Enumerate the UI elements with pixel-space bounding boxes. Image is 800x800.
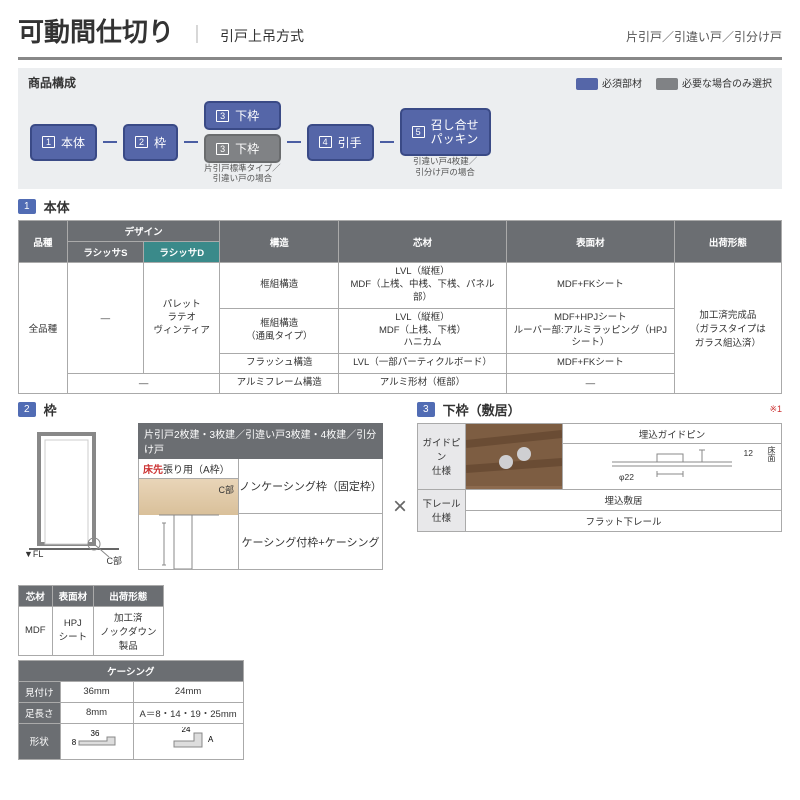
cell-surf-4: ―	[506, 374, 674, 394]
cell-struct-2: 框組構造 （通風タイプ）	[220, 308, 339, 353]
frame-opt-noncasing: ノンケーシング枠（固定枠）	[239, 459, 382, 515]
col-design-a: ラシッサS	[67, 242, 143, 263]
page-title-right: 片引戸／引違い戸／引分け戸	[626, 28, 782, 45]
col-struct: 構造	[220, 221, 339, 263]
flow-connector	[380, 141, 394, 143]
svg-text:36: 36	[90, 729, 99, 738]
cell-core-2: LVL（縦框） MDF（上桟、下桟） ハニカム	[339, 308, 507, 353]
svg-text:A: A	[208, 735, 214, 744]
section-chip-2: 2	[18, 402, 36, 417]
title-divider: ｜	[188, 21, 206, 47]
cell-core-3: LVL（一部パーティクルボード）	[339, 354, 507, 374]
cell-struct-4: アルミフレーム構造	[220, 374, 339, 394]
frame-cross-section: C部 H	[139, 479, 238, 569]
flow-box-body: 1本体	[30, 124, 97, 161]
flow-connector	[287, 141, 301, 143]
cell-ship: 加工済完成品 （ガラスタイプは ガラス組込済）	[674, 263, 781, 394]
composition-panel: 商品構成 必須部材 必要な場合のみ選択 1本体 2枠 3下枠 3下枠 片引戸標準…	[18, 68, 782, 189]
flow-box-pull: 4引手	[307, 124, 374, 161]
combine-x-icon: ×	[393, 493, 407, 521]
guidepin-dim-diagram: φ22 12 床面	[563, 444, 781, 488]
guidepin-photo	[466, 423, 563, 489]
page-subtitle: 引戸上吊方式	[220, 26, 304, 46]
cell-kind: 全品種	[19, 263, 68, 394]
cell-surf-1: MDF+FKシート	[506, 263, 674, 308]
cell-design-a: ―	[67, 263, 143, 374]
material-table: 芯材表面材出荷形態 MDFHPJ シート加工済 ノックダウン 製品	[18, 585, 164, 656]
bottom-frame-table: ガイドピン 仕様 埋込ガイドピン φ22 12 床面 下レール 仕様 埋込敷居	[417, 423, 782, 532]
asterisk-note: ※1	[769, 404, 782, 415]
section-title-2: 枠	[44, 400, 57, 419]
section-chip-1: 1	[18, 199, 36, 214]
page-title: 可動間仕切り	[18, 12, 174, 49]
cell-core-4: アルミ形材（框部）	[339, 374, 507, 394]
composition-title: 商品構成	[28, 74, 76, 91]
col-design-b: ラシッサD	[144, 242, 220, 263]
flow-box-frame: 2枠	[123, 124, 178, 161]
frame-opt-casing: ケーシング付枠+ケーシング	[239, 514, 382, 569]
cell-design-b: パレット ラテオ ヴィンティア	[144, 263, 220, 374]
section-title-3: 下枠（敷居）	[443, 400, 521, 419]
flow-note-packing: 引違い戸4枚建／ 引分け戸の場合	[400, 156, 491, 176]
frame-table-head: 片引戸2枚建・3枚建／引違い戸3枚建・4枚建／引分け戸	[138, 423, 383, 459]
casing-table: ケーシング 見付け36mm24mm 足長さ8mmA＝8・14・19・25mm 形…	[18, 660, 244, 760]
col-design: デザイン	[67, 221, 220, 242]
svg-text:8: 8	[71, 738, 76, 747]
flow-connector	[103, 141, 117, 143]
cell-design-dash: ―	[67, 374, 220, 394]
frame-left-head: 床先張り用（A枠）	[139, 459, 238, 479]
cell-core-1: LVL（縦框） MDF（上桟、中桟、下桟、パネル部）	[339, 263, 507, 308]
casing-shape-b: 24 A	[133, 723, 243, 759]
flow-box-bottomframe-b: 3下枠	[204, 134, 281, 163]
casing-shape-a: 36 8	[60, 723, 133, 759]
col-ship: 出荷形態	[674, 221, 781, 263]
flow-connector	[184, 141, 198, 143]
col-kind: 品種	[19, 221, 68, 263]
body-spec-table: 品種 デザイン 構造 芯材 表面材 出荷形態 ラシッサS ラシッサD 全品種 ―…	[18, 220, 782, 394]
flow-box-bottomframe-a: 3下枠	[204, 101, 281, 130]
legend-required: 必須部材	[576, 75, 642, 90]
frame-diagram: ▼FL C部	[24, 429, 124, 569]
cell-surf-2: MDF+HPJシート ルーバー部:アルミラッピング（HPJシート）	[506, 308, 674, 353]
section-title-1: 本体	[44, 197, 70, 216]
svg-text:24: 24	[182, 727, 191, 734]
flow-note-frame: 片引戸標準タイプ／ 引違い戸の場合	[204, 163, 281, 183]
section-chip-3: 3	[417, 402, 435, 417]
cell-surf-3: MDF+FKシート	[506, 354, 674, 374]
col-surface: 表面材	[506, 221, 674, 263]
col-core: 芯材	[339, 221, 507, 263]
flow-box-packing: 5召し合せ パッキン	[400, 108, 491, 157]
legend-optional: 必要な場合のみ選択	[656, 75, 772, 90]
cell-struct-1: 框組構造	[220, 263, 339, 308]
cell-struct-3: フラッシュ構造	[220, 354, 339, 374]
title-underline	[18, 57, 782, 60]
